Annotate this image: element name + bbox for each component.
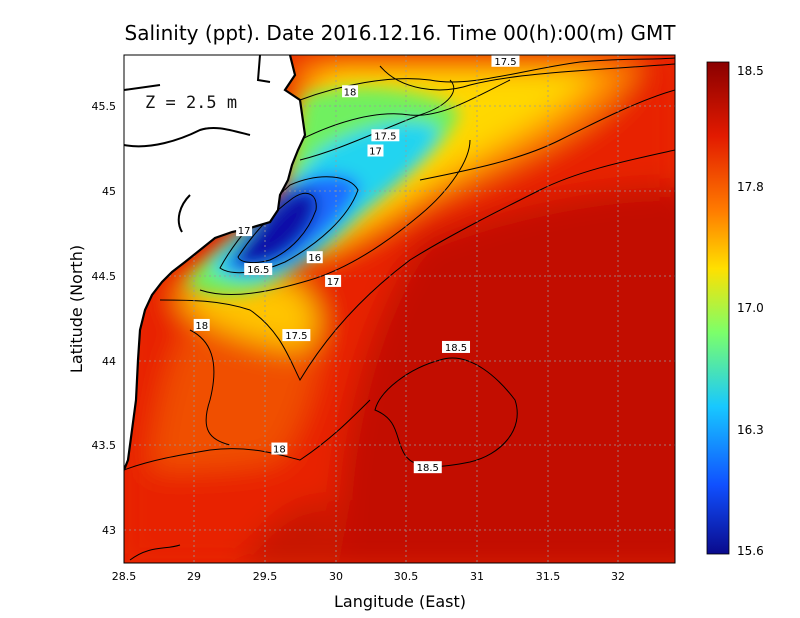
x-ticks: 28.5 29 29.5 30 30.5 31 31.5 32 bbox=[112, 570, 625, 583]
contour-label-text: 18.5 bbox=[445, 343, 467, 354]
contour-17-ring bbox=[199, 139, 471, 295]
contour-label-text: 16.5 bbox=[247, 265, 269, 276]
colorbar-tick-label: 16.3 bbox=[737, 423, 764, 437]
colorbar-bar bbox=[706, 61, 730, 555]
contour-label-box bbox=[371, 129, 400, 142]
y-tick-label: 44 bbox=[102, 355, 116, 368]
contour-label-text: 17.5 bbox=[494, 57, 516, 68]
contour-label-text: 17 bbox=[369, 147, 382, 158]
contour-label-box bbox=[193, 318, 210, 331]
contour-label-box bbox=[413, 461, 442, 474]
contour-label-box bbox=[325, 274, 342, 287]
coastline bbox=[124, 55, 307, 471]
contour-label-text: 18 bbox=[273, 445, 286, 456]
contour-17_5-north bbox=[379, 63, 675, 91]
contour-18-inner bbox=[189, 329, 231, 446]
y-tick-label: 45.5 bbox=[92, 100, 117, 113]
plot-area: 17.5 18 17.5 17 17 16 16.5 17 18 17.5 18.5 18 18.5 Z… bbox=[124, 55, 675, 563]
x-tick-label: 30 bbox=[329, 570, 343, 583]
contour-label: 17.5 bbox=[491, 55, 520, 68]
contour-17-north bbox=[299, 79, 455, 161]
contour-label-box bbox=[342, 85, 359, 98]
contour-18-sw bbox=[129, 544, 181, 561]
contour-18-east bbox=[419, 89, 675, 181]
contour-label: 18.5 bbox=[413, 461, 442, 474]
contour-label-box bbox=[306, 251, 323, 264]
contour-17_5-south bbox=[159, 149, 675, 382]
contour-label-layer: 17.5 18 17.5 17 17 16 16.5 17 18 17.5 18.5 18 18.5 bbox=[193, 55, 520, 474]
colorbar: 18.5 17.8 17.0 16.3 15.6 bbox=[706, 61, 764, 558]
contour-16-ring bbox=[237, 192, 317, 264]
contour-label-text: 16 bbox=[308, 253, 321, 264]
contour-label: 18 bbox=[342, 85, 359, 98]
y-tick-label: 45 bbox=[102, 185, 116, 198]
contour-label-box bbox=[491, 55, 520, 67]
colorbar-tick-label: 15.6 bbox=[737, 544, 764, 558]
map-title: Salinity (ppt). Date 2016.12.16. Time 00… bbox=[125, 21, 677, 45]
contour-label-box bbox=[244, 263, 273, 276]
contour-label-box bbox=[442, 340, 471, 353]
contour-label-box bbox=[271, 442, 288, 455]
colorbar-tick-label: 18.5 bbox=[737, 64, 764, 78]
deep-blue-core bbox=[232, 189, 318, 266]
contour-label: 17.5 bbox=[371, 129, 400, 142]
y-tick-label: 43.5 bbox=[92, 439, 117, 452]
x-tick-label: 30.5 bbox=[394, 570, 419, 583]
x-tick-label: 32 bbox=[611, 570, 625, 583]
contour-label-box bbox=[236, 224, 253, 237]
contour-label-text: 17 bbox=[327, 277, 340, 288]
x-tick-label: 29.5 bbox=[253, 570, 278, 583]
contour-label-text: 18 bbox=[344, 87, 357, 98]
contour-label-box bbox=[367, 144, 384, 157]
x-tick-label: 29 bbox=[187, 570, 201, 583]
y-tick-label: 43 bbox=[102, 524, 116, 537]
contour-label: 17 bbox=[367, 144, 384, 158]
contour-label: 17 bbox=[236, 224, 253, 237]
y-tick-label: 44.5 bbox=[92, 270, 117, 283]
contour-label: 17 bbox=[325, 274, 342, 288]
colorbar-tick-label: 17.0 bbox=[737, 301, 764, 315]
contour-label: 16 bbox=[306, 251, 323, 264]
dark-red-south bbox=[243, 500, 339, 563]
contour-label-text: 18.5 bbox=[417, 463, 439, 474]
contour-label: 18 bbox=[193, 318, 210, 332]
contour-label-box bbox=[282, 329, 311, 342]
contour-label-text: 18 bbox=[195, 321, 208, 332]
contour-label: 16.5 bbox=[244, 263, 273, 276]
land-mass bbox=[124, 55, 305, 470]
x-tick-label: 31 bbox=[470, 570, 484, 583]
contour-label-text: 17.5 bbox=[374, 131, 396, 142]
colorbar-tick-label: 17.8 bbox=[737, 180, 764, 194]
contour-18-north bbox=[299, 57, 675, 101]
contour-16_5-ring bbox=[219, 176, 359, 274]
x-tick-label: 31.5 bbox=[536, 570, 561, 583]
y-ticks: 43 43.5 44 44.5 45 45.5 bbox=[92, 100, 117, 537]
contour-label-text: 17.5 bbox=[285, 331, 307, 342]
contour-label: 18 bbox=[271, 442, 288, 456]
danube-delta-inlet bbox=[124, 55, 271, 233]
contour-label-text: 17 bbox=[238, 226, 251, 237]
plot-frame bbox=[123, 54, 676, 564]
y-axis-label: Latitude (North) bbox=[67, 245, 86, 373]
x-axis-label: Langitude (East) bbox=[334, 592, 466, 611]
contour-label: 18.5 bbox=[442, 340, 471, 354]
depth-label: Z = 2.5 m bbox=[145, 93, 237, 113]
contour-18-west bbox=[124, 399, 371, 471]
contour-label: 17.5 bbox=[282, 329, 311, 342]
x-tick-label: 28.5 bbox=[112, 570, 137, 583]
contour-17_5-mid bbox=[299, 79, 511, 141]
